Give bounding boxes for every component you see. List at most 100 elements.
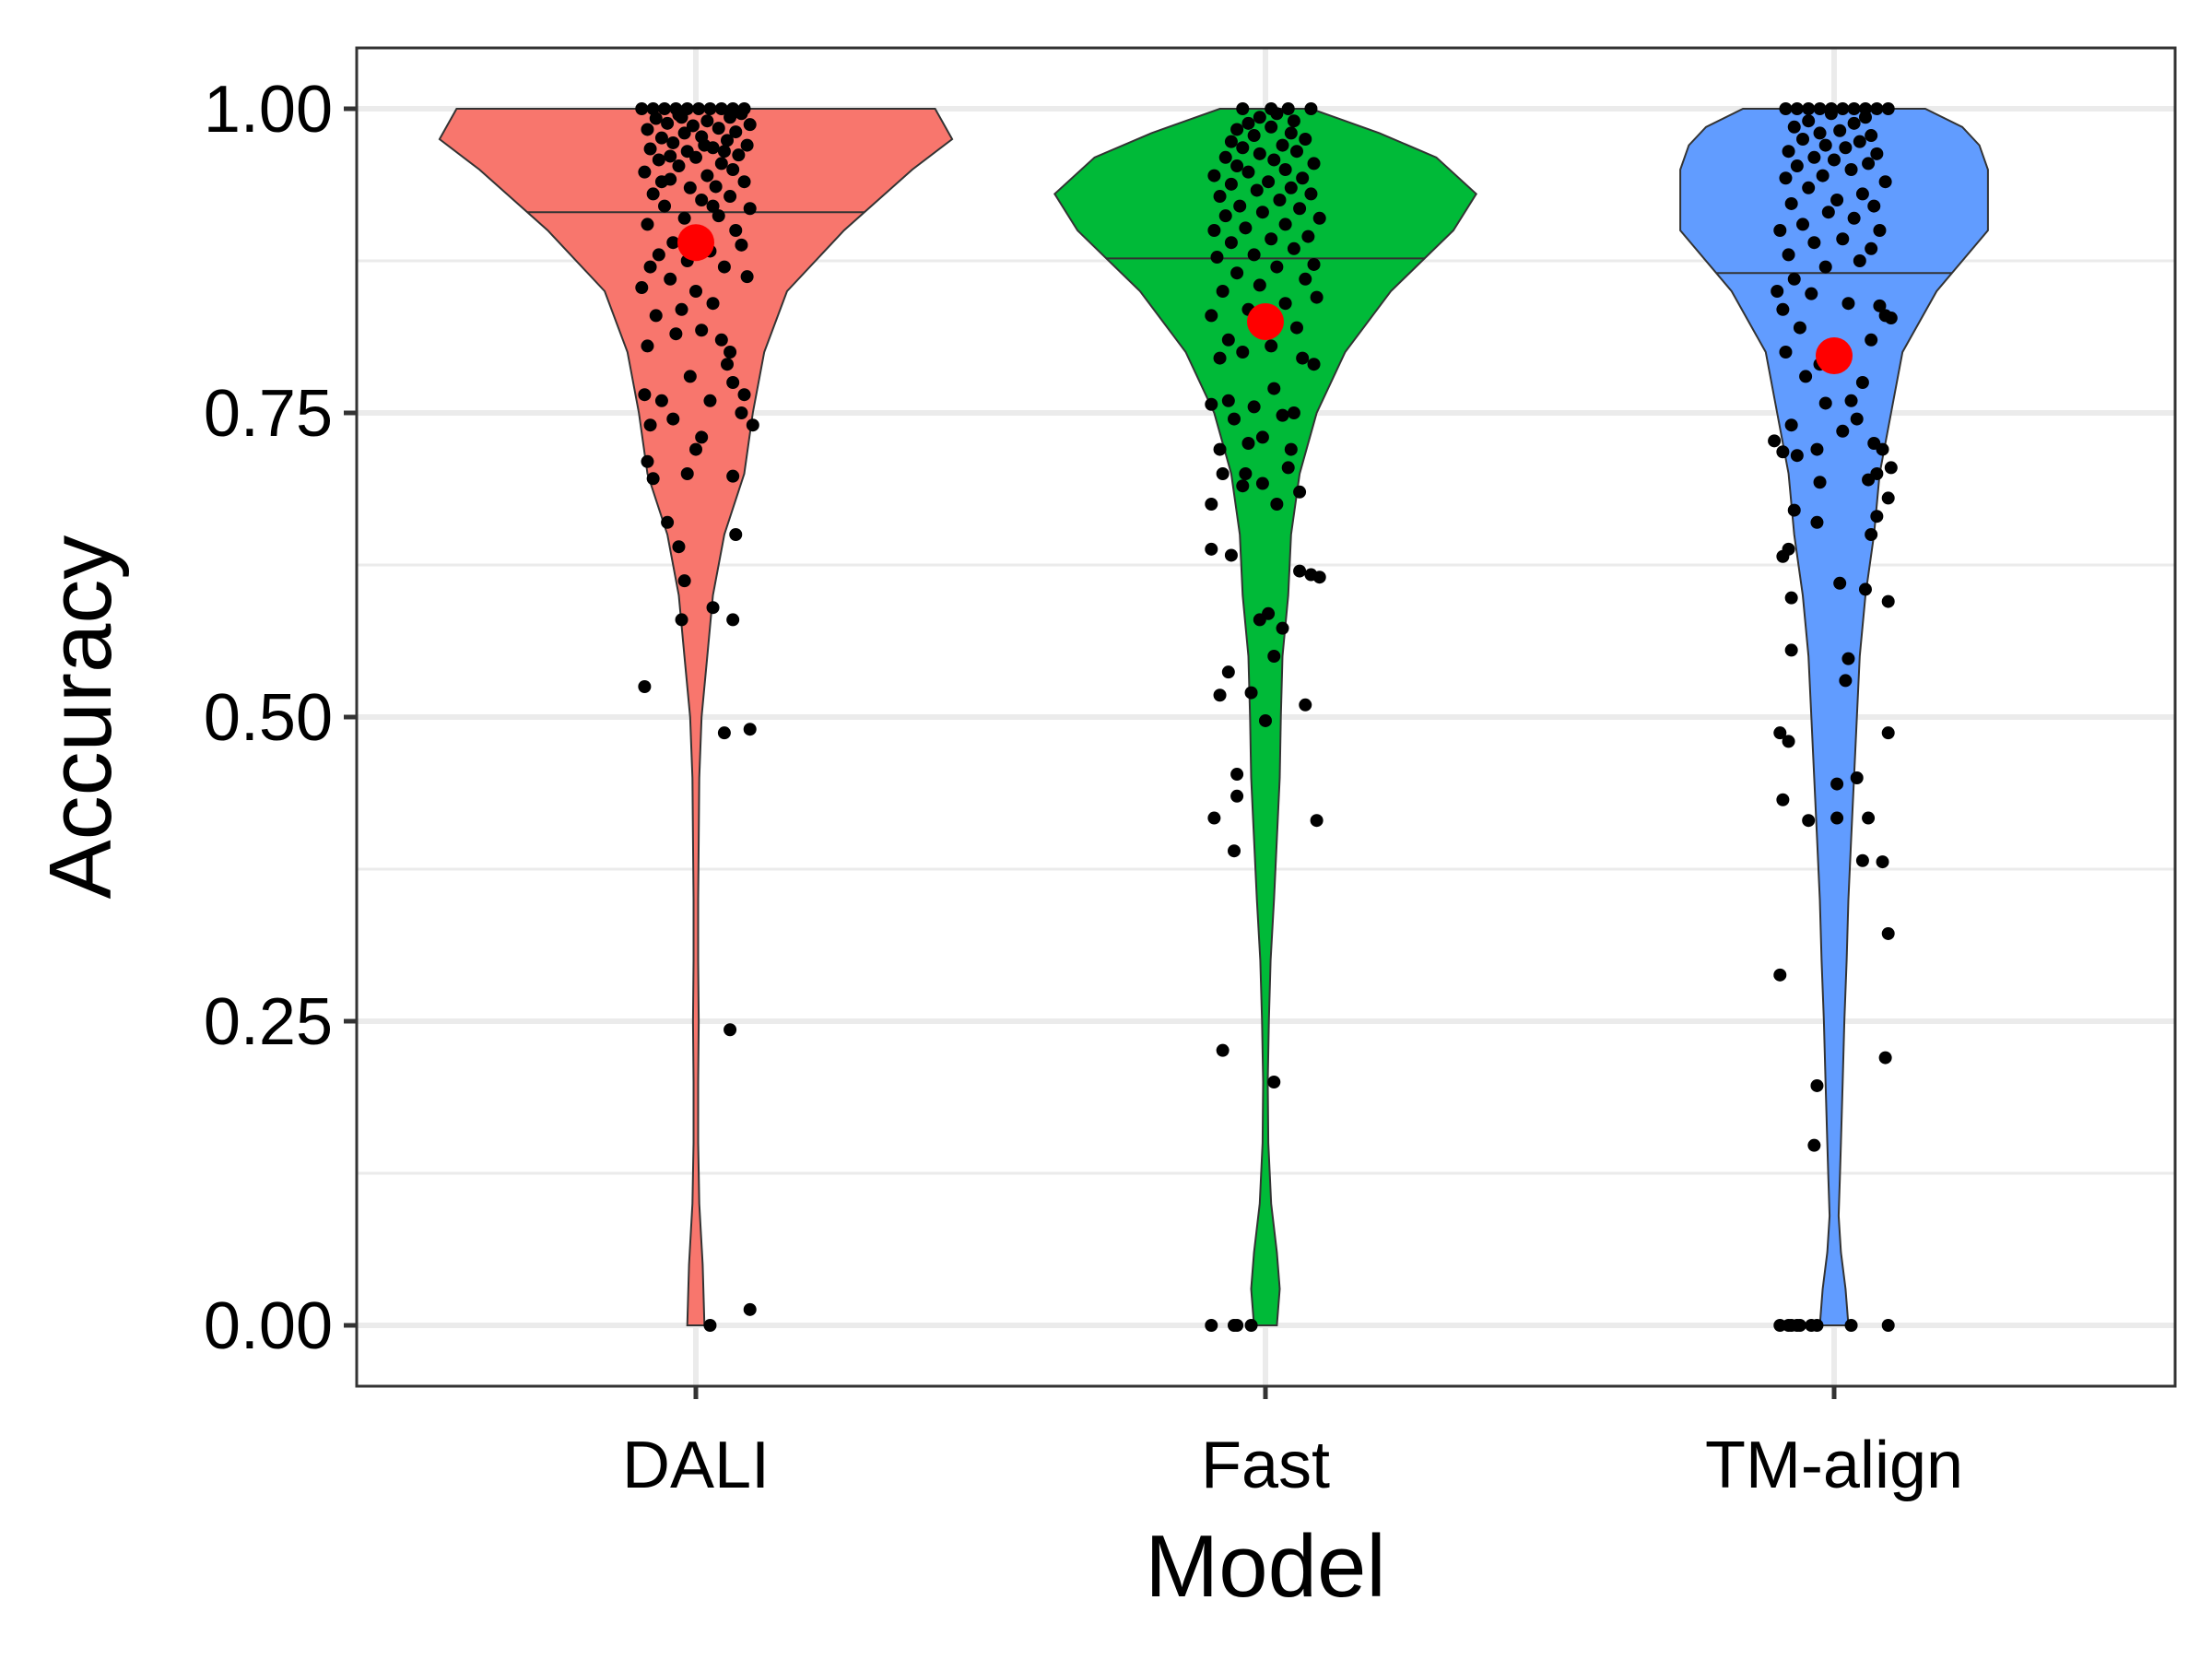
data-point: [1255, 477, 1269, 490]
data-point: [1267, 382, 1281, 395]
data-point: [746, 418, 759, 432]
data-point: [1230, 266, 1244, 280]
data-point: [654, 394, 668, 407]
data-point: [726, 469, 740, 483]
data-point: [695, 194, 709, 206]
data-point: [646, 472, 660, 486]
data-point: [1865, 528, 1878, 541]
data-point: [1853, 135, 1866, 148]
data-point: [695, 324, 709, 337]
data-point: [1787, 503, 1801, 517]
data-point: [743, 1302, 757, 1316]
data-point: [1862, 157, 1876, 171]
data-point: [1870, 102, 1884, 115]
x-tick-label: TM-align: [1705, 1429, 1963, 1502]
data-point: [1236, 141, 1250, 155]
data-point: [729, 224, 743, 237]
data-point: [1228, 844, 1241, 858]
data-point: [1287, 114, 1300, 128]
data-point: [1836, 424, 1850, 438]
data-point: [1205, 1319, 1218, 1332]
data-point: [1224, 548, 1238, 562]
data-point: [1218, 150, 1232, 164]
data-point: [1253, 147, 1266, 160]
data-point: [1810, 1078, 1824, 1092]
data-point: [1281, 102, 1295, 115]
data-point: [737, 388, 751, 402]
data-point: [1779, 171, 1793, 185]
mean-points: [677, 224, 1853, 374]
data-point: [1793, 1319, 1806, 1332]
data-point: [666, 412, 680, 426]
data-point: [1236, 346, 1250, 359]
data-point: [1253, 111, 1266, 124]
data-point: [638, 680, 652, 693]
data-point: [1784, 196, 1798, 210]
data-point: [1813, 126, 1827, 140]
data-point: [1262, 606, 1276, 620]
data-point: [1802, 814, 1816, 828]
data-point: [1210, 251, 1224, 265]
data-point: [1779, 102, 1793, 115]
data-point: [1855, 187, 1869, 201]
data-point: [1265, 232, 1278, 246]
data-point: [1807, 1138, 1821, 1152]
data-point: [1230, 159, 1244, 173]
data-point: [1276, 621, 1289, 635]
data-point: [1862, 811, 1876, 825]
data-point: [1771, 285, 1784, 298]
data-point: [1796, 133, 1810, 146]
data-point: [646, 102, 660, 115]
data-point: [635, 102, 649, 115]
data-point: [643, 142, 657, 156]
data-point: [1884, 461, 1898, 475]
data-point: [1787, 120, 1801, 134]
data-point: [1830, 194, 1844, 206]
data-point: [1293, 202, 1307, 216]
data-point: [1284, 181, 1298, 194]
data-point: [680, 145, 694, 159]
data-point: [1287, 406, 1300, 419]
data-point: [1289, 321, 1303, 335]
y-tick-label: 0.75: [204, 377, 333, 451]
data-point: [1881, 594, 1895, 608]
mean-point: [677, 224, 714, 262]
data-point: [1307, 257, 1321, 271]
data-point: [1813, 476, 1827, 489]
data-point: [1233, 199, 1247, 213]
data-point: [1296, 351, 1310, 365]
data-point: [654, 131, 668, 145]
data-point: [735, 406, 748, 419]
data-point: [1267, 153, 1281, 167]
data-point: [643, 418, 657, 432]
data-point: [737, 175, 751, 189]
data-point: [1205, 542, 1218, 556]
data-point: [1307, 358, 1321, 371]
y-tick-label: 0.50: [204, 681, 333, 755]
data-point: [712, 209, 725, 223]
data-point: [1787, 272, 1801, 286]
data-point: [724, 1023, 737, 1037]
data-point: [1790, 449, 1804, 463]
data-point: [743, 202, 757, 216]
data-point: [1247, 400, 1261, 414]
data-point: [1289, 145, 1303, 159]
data-point: [1870, 467, 1884, 480]
data-point: [1870, 510, 1884, 524]
data-point: [1270, 260, 1284, 274]
jitter-points: [635, 102, 1898, 1332]
data-point: [1241, 165, 1255, 179]
data-point: [1878, 175, 1892, 189]
data-point: [1858, 582, 1872, 596]
data-point: [1807, 236, 1821, 250]
data-point: [664, 149, 677, 163]
data-point: [1881, 1319, 1895, 1332]
data-point: [1213, 351, 1227, 365]
data-point: [1224, 236, 1238, 250]
data-point: [1802, 181, 1816, 194]
data-point: [726, 613, 740, 627]
data-point: [1216, 467, 1230, 480]
data-point: [1790, 159, 1804, 173]
data-point: [717, 260, 731, 274]
data-point: [1881, 102, 1895, 115]
